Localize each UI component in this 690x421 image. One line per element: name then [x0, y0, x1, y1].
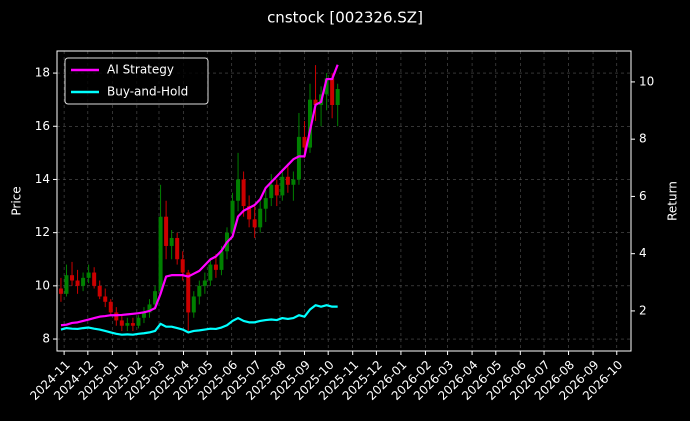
legend-label: AI Strategy [107, 63, 174, 77]
candle-body [296, 136, 301, 180]
y2-tick-label: 4 [639, 246, 647, 260]
candle-body [141, 312, 146, 318]
candle-body [241, 179, 246, 207]
candle-body [263, 198, 268, 209]
candle-body [119, 320, 124, 326]
candle-body [125, 323, 130, 326]
y-tick-label: 14 [35, 172, 50, 186]
candle-body [75, 280, 80, 286]
candle-body [291, 179, 296, 185]
candle-body [280, 176, 285, 196]
y2-tick-label: 8 [639, 132, 647, 146]
candle-body [136, 317, 141, 326]
candle-body [274, 184, 279, 196]
candle-body [197, 285, 202, 297]
candle-body [324, 78, 329, 95]
candle-body [175, 237, 180, 260]
candle-body [108, 301, 113, 313]
y-tick-label: 16 [35, 119, 50, 133]
candle-body [70, 275, 75, 281]
series-line [60, 304, 338, 336]
candle-body [92, 272, 97, 286]
candle-body [180, 259, 185, 273]
candle-body [86, 272, 91, 278]
candle-body [114, 312, 119, 321]
y-tick-label: 12 [35, 225, 50, 239]
candle-body [202, 280, 207, 286]
candle-body [158, 216, 163, 292]
candle-body [219, 251, 224, 270]
y2-tick-label: 2 [639, 303, 647, 317]
candle-body [147, 304, 152, 313]
candle-body [130, 323, 135, 326]
candle-body [64, 275, 69, 294]
y2-axis-label: Return [666, 181, 680, 221]
candle-body [230, 200, 235, 233]
candle-body [103, 296, 108, 302]
candle-body [164, 216, 169, 246]
candle-body [335, 89, 340, 105]
candle-body [313, 99, 318, 105]
candle-body [81, 277, 86, 286]
candle-body [97, 285, 102, 297]
series-line [60, 64, 339, 327]
y-tick-label: 18 [35, 66, 50, 80]
legend-label: Buy-and-Hold [107, 85, 188, 99]
candle-body [191, 296, 196, 313]
candle-body [58, 288, 63, 294]
candle-body [258, 208, 263, 228]
y-tick-label: 8 [42, 332, 50, 346]
y2-tick-label: 10 [639, 74, 654, 88]
candle-body [247, 206, 252, 220]
candle-body [153, 291, 158, 305]
candle-body [308, 99, 313, 148]
y2-tick-label: 6 [639, 189, 647, 203]
candle-body [169, 237, 174, 246]
candle-body [186, 272, 191, 313]
candle-body [213, 264, 218, 270]
y-tick-label: 10 [35, 278, 50, 292]
candle-body [236, 179, 241, 201]
candle-body [330, 78, 335, 105]
legend-box [64, 57, 209, 105]
candle-body [269, 184, 274, 199]
plot-frame [56, 50, 632, 352]
candle-body [208, 264, 213, 281]
candle-body [252, 219, 257, 228]
y-axis-label: Price [10, 186, 24, 215]
candle-body [302, 136, 307, 148]
chart-title: cnstock [002326.SZ] [267, 9, 423, 27]
candle-body [285, 176, 290, 185]
